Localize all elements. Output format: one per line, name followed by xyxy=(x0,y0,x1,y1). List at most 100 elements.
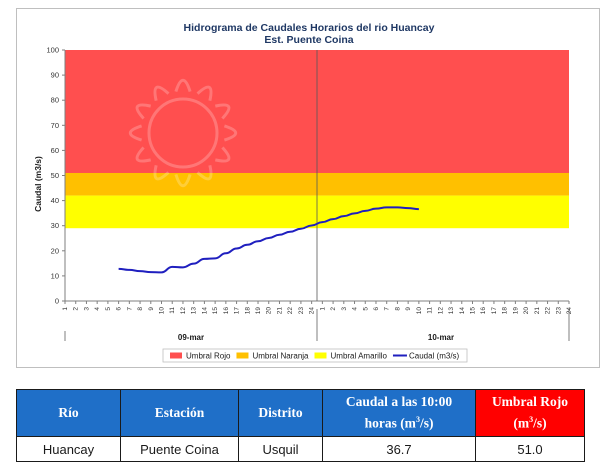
y-tick-label: 80 xyxy=(51,96,59,105)
x-tick-label: 5 xyxy=(362,307,369,311)
x-tick-label: 15 xyxy=(469,307,476,315)
sun-ray xyxy=(128,124,143,142)
x-tick-label: 13 xyxy=(448,307,455,315)
hydrograph-chart: Hidrograma de Caudales Horarios del rio … xyxy=(33,22,573,363)
cell-distrito: Usquil xyxy=(238,436,323,462)
x-tick-label: 8 xyxy=(394,307,401,311)
x-tick-label: 7 xyxy=(384,307,391,311)
x-tick-label: 18 xyxy=(502,307,509,315)
x-tick-label: 6 xyxy=(373,307,380,311)
y-tick-label: 30 xyxy=(51,221,59,230)
x-tick-label: 10 xyxy=(159,307,166,315)
x-tick-labels: 1 2 3 4 5 6 7 8 9 10 11 12 13 14 15 16 17 18 19 20 21 22 23 24 1… xyxy=(62,307,573,315)
header-umbral-line2-post: /s) xyxy=(533,415,547,431)
x-tick-label: 13 xyxy=(191,307,198,315)
sun-ray xyxy=(153,85,170,102)
cell-caudal: 36.7 xyxy=(322,436,476,462)
header-umbral-rojo: Umbral Rojo (m3/s) xyxy=(475,389,585,437)
sun-ray xyxy=(214,146,231,163)
table-header-row: Río Estación Distrito Caudal a las 10:00… xyxy=(16,389,585,437)
x-tick-label: 5 xyxy=(105,307,112,311)
x-tick-label: 14 xyxy=(459,307,466,315)
station-info-table: Río Estación Distrito Caudal a las 10:00… xyxy=(16,389,585,462)
x-tick-label: 11 xyxy=(169,307,176,314)
x-tick-label: 12 xyxy=(180,307,187,315)
x-tick-label: 11 xyxy=(427,307,434,314)
x-tick-label: 24 xyxy=(566,307,573,315)
chart-axes xyxy=(62,49,570,341)
x-tick-label: 14 xyxy=(201,307,208,315)
x-tick-label: 10 xyxy=(416,307,423,315)
legend-label: Umbral Rojo xyxy=(186,352,231,361)
sun-ray xyxy=(214,103,231,120)
chart-legend: Umbral Rojo Umbral Naranja Umbral Amarillo… xyxy=(162,348,468,363)
header-estacion: Estación xyxy=(120,389,239,437)
x-tick-label: 2 xyxy=(73,307,80,311)
x-tick-label: 15 xyxy=(212,307,219,315)
x-tick-label: 9 xyxy=(405,307,412,311)
y-tick-labels: 0 10 20 30 40 50 60 70 80 90 100 xyxy=(46,46,59,306)
sun-ray xyxy=(153,164,170,181)
cell-rio: Huancay xyxy=(16,436,121,462)
x-tick-label: 1 xyxy=(62,307,69,311)
x-tick-label: 16 xyxy=(480,307,487,315)
header-distrito: Distrito xyxy=(238,389,323,437)
legend-label: Umbral Naranja xyxy=(252,352,309,361)
y-tick-label: 90 xyxy=(51,71,59,80)
x-tick-label: 20 xyxy=(523,307,530,315)
sun-ray xyxy=(196,85,213,102)
sun-ray xyxy=(196,164,213,181)
sun-ray xyxy=(174,173,192,188)
header-umbral-line2-sup: 3 xyxy=(529,415,534,425)
x-tick-label: 16 xyxy=(223,307,230,315)
header-caudal-line2-post: /s) xyxy=(419,415,434,431)
header-caudal-line2-sup: 3 xyxy=(415,415,420,425)
header-umbral-line1: Umbral Rojo xyxy=(491,394,569,410)
legend-label: Umbral Amarillo xyxy=(331,352,388,361)
series-layer xyxy=(118,206,419,274)
x-tick-label: 18 xyxy=(244,307,251,315)
x-tick-label: 1 xyxy=(319,307,326,311)
x-tick-label: 24 xyxy=(309,307,316,315)
y-tick-label: 100 xyxy=(46,46,59,55)
y-tick-label: 70 xyxy=(51,121,59,130)
x-tick-label: 4 xyxy=(94,307,101,311)
header-caudal-line1: Caudal a las 10:00 xyxy=(345,394,453,410)
chart-subtitle: Est. Puente Coina xyxy=(264,34,353,46)
table-row: Huancay Puente Coina Usquil 36.7 51.0 xyxy=(16,436,585,462)
x-tick-label: 20 xyxy=(266,307,273,315)
x-tick-label: 12 xyxy=(437,307,444,315)
chart-container: Hidrograma de Caudales Horarios del rio … xyxy=(16,8,600,368)
header-caudal-line2-pre: horas (m xyxy=(364,415,416,431)
x-tick-label: 2 xyxy=(330,307,337,311)
x-tick-label: 17 xyxy=(491,307,498,315)
y-tick-label: 10 xyxy=(51,271,59,280)
sun-ray xyxy=(223,124,238,142)
x-tick-label: 3 xyxy=(83,307,90,311)
sun-ray xyxy=(174,78,192,93)
x-tick-label: 6 xyxy=(116,307,123,311)
legend-swatch xyxy=(170,352,182,359)
cell-umbral: 51.0 xyxy=(475,436,585,462)
x-tick-label: 21 xyxy=(276,307,283,315)
sun-ray xyxy=(135,146,152,163)
y-tick-label: 60 xyxy=(51,146,59,155)
x-tick-label: 21 xyxy=(534,307,541,315)
header-rio: Río xyxy=(16,389,121,437)
legend-label: Caudal (m3/s) xyxy=(409,352,460,361)
y-axis-label: Caudal (m3/s) xyxy=(33,156,43,212)
x-tick-label: 19 xyxy=(512,307,519,315)
y-tick-label: 50 xyxy=(51,171,59,180)
y-tick-label: 20 xyxy=(51,246,59,255)
day-label-2: 10-mar xyxy=(428,333,454,342)
legend-swatch xyxy=(236,352,249,359)
x-tick-label: 22 xyxy=(545,307,552,315)
x-tick-label: 19 xyxy=(255,307,262,315)
x-tick-label: 3 xyxy=(341,307,348,311)
x-tick-label: 22 xyxy=(287,307,294,315)
x-tick-label: 17 xyxy=(234,307,241,315)
day-label-1: 09-mar xyxy=(178,333,204,342)
legend-swatch xyxy=(314,352,327,359)
x-tick-label: 4 xyxy=(352,307,359,311)
x-tick-label: 23 xyxy=(298,307,305,315)
